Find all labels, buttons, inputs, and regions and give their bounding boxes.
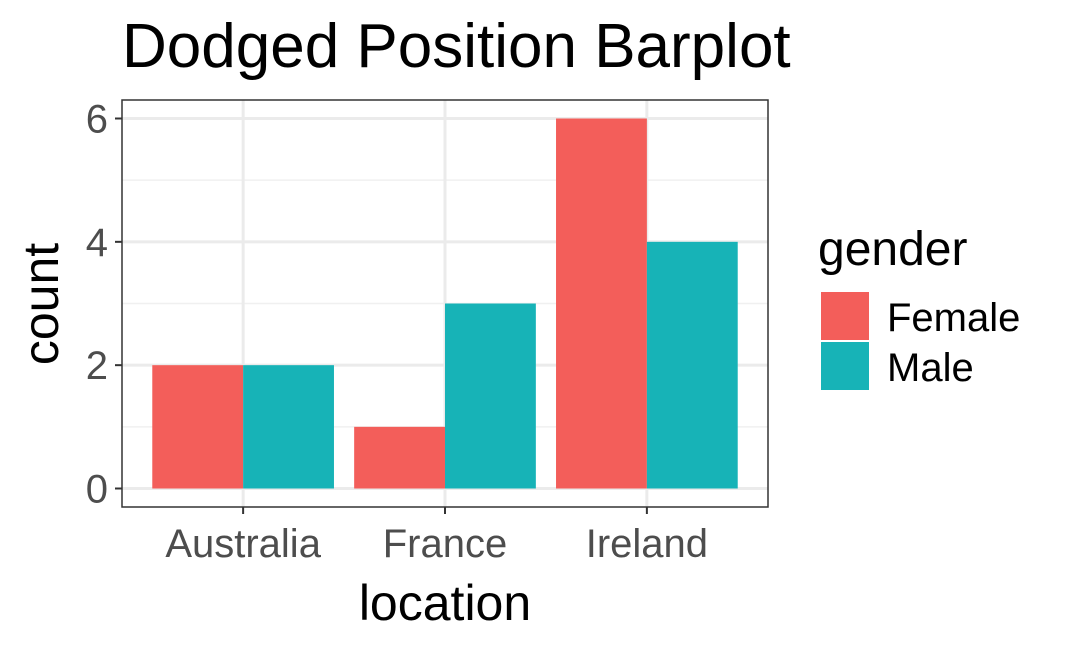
y-tick-label: 0	[86, 468, 108, 512]
legend-key-male	[821, 342, 869, 390]
legend: gender Female Male	[818, 223, 1020, 390]
y-tick-label: 2	[86, 344, 108, 388]
x-axis-title: location	[359, 575, 531, 631]
bar-australia-male	[243, 365, 334, 489]
y-axis: 0 2 4 6	[86, 98, 122, 512]
bar-ireland-female	[556, 118, 647, 489]
y-tick-label: 4	[86, 221, 108, 265]
chart-title: Dodged Position Barplot	[122, 12, 791, 81]
bar-ireland-male	[646, 241, 738, 489]
y-axis-title: count	[13, 243, 69, 365]
legend-key-female	[821, 292, 869, 340]
x-axis: Australia France Ireland	[165, 507, 708, 566]
bar-france-male	[445, 303, 536, 489]
y-tick-label: 6	[86, 98, 108, 142]
legend-title: gender	[818, 223, 967, 276]
bars	[152, 118, 738, 489]
x-tick-label: Australia	[165, 522, 321, 566]
bar-australia-female	[152, 365, 244, 489]
bar-france-female	[354, 426, 445, 489]
x-tick-label: Ireland	[586, 522, 708, 566]
legend-label-male: Male	[887, 346, 974, 390]
x-tick-label: France	[383, 522, 508, 566]
legend-label-female: Female	[887, 296, 1020, 340]
